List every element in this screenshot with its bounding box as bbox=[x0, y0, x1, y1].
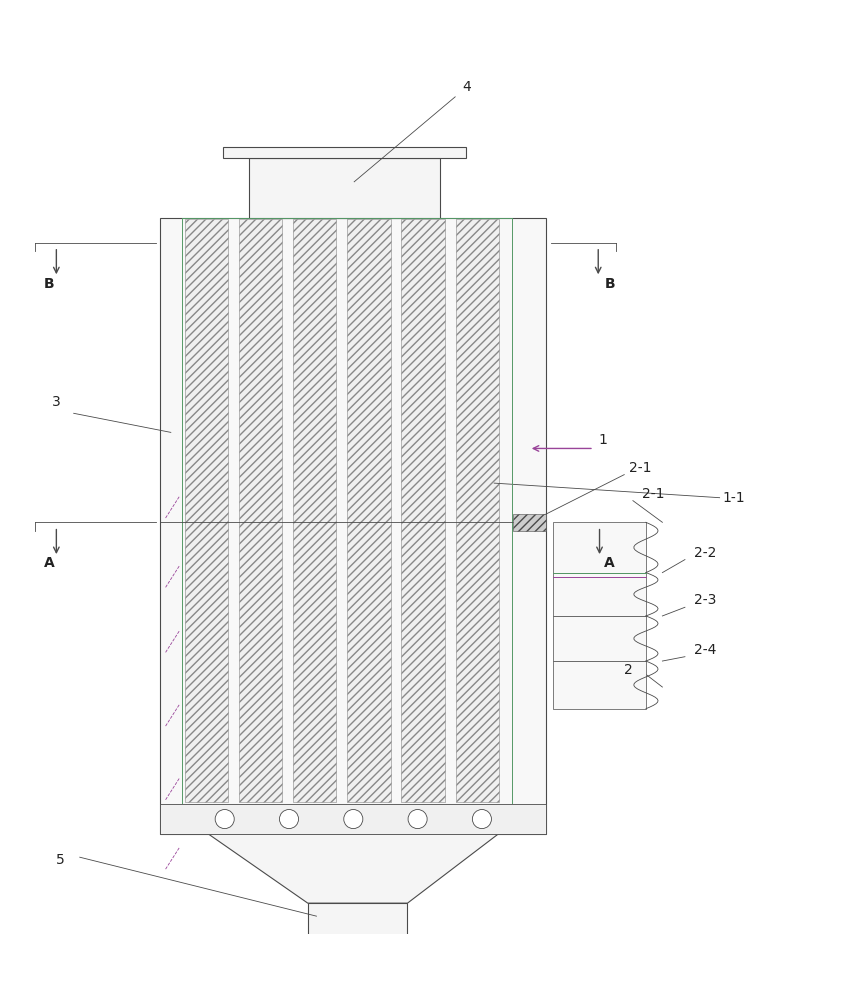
Circle shape bbox=[473, 810, 492, 829]
Polygon shape bbox=[208, 834, 499, 903]
Bar bbox=[513, 514, 546, 531]
Text: 4: 4 bbox=[462, 80, 471, 94]
Text: 2-2: 2-2 bbox=[694, 546, 716, 560]
Text: 2-1: 2-1 bbox=[642, 487, 664, 501]
Bar bbox=[160, 218, 546, 834]
Bar bbox=[238, 219, 282, 802]
Text: 2-4: 2-4 bbox=[694, 643, 716, 657]
Bar bbox=[223, 147, 466, 158]
Text: A: A bbox=[603, 556, 615, 570]
Bar bbox=[308, 903, 407, 947]
Text: 2: 2 bbox=[624, 663, 633, 677]
Bar bbox=[553, 573, 646, 616]
Text: 1-1: 1-1 bbox=[722, 491, 745, 505]
Text: B: B bbox=[44, 277, 55, 291]
Bar bbox=[456, 219, 499, 802]
Bar bbox=[160, 804, 546, 834]
Circle shape bbox=[343, 810, 362, 829]
Circle shape bbox=[215, 810, 234, 829]
Bar bbox=[293, 219, 336, 802]
Bar bbox=[185, 219, 228, 802]
Bar bbox=[347, 219, 390, 802]
Bar bbox=[553, 522, 646, 573]
Text: 2-1: 2-1 bbox=[629, 461, 651, 475]
Circle shape bbox=[408, 810, 427, 829]
Bar bbox=[401, 219, 445, 802]
Text: 1: 1 bbox=[598, 433, 607, 447]
Circle shape bbox=[279, 810, 298, 829]
Bar bbox=[553, 661, 646, 709]
Text: 5: 5 bbox=[56, 853, 65, 867]
Text: A: A bbox=[44, 556, 55, 570]
Text: B: B bbox=[605, 277, 616, 291]
Text: 2-3: 2-3 bbox=[694, 593, 716, 607]
Bar bbox=[250, 158, 440, 218]
Bar bbox=[553, 616, 646, 661]
Text: 3: 3 bbox=[52, 395, 61, 409]
